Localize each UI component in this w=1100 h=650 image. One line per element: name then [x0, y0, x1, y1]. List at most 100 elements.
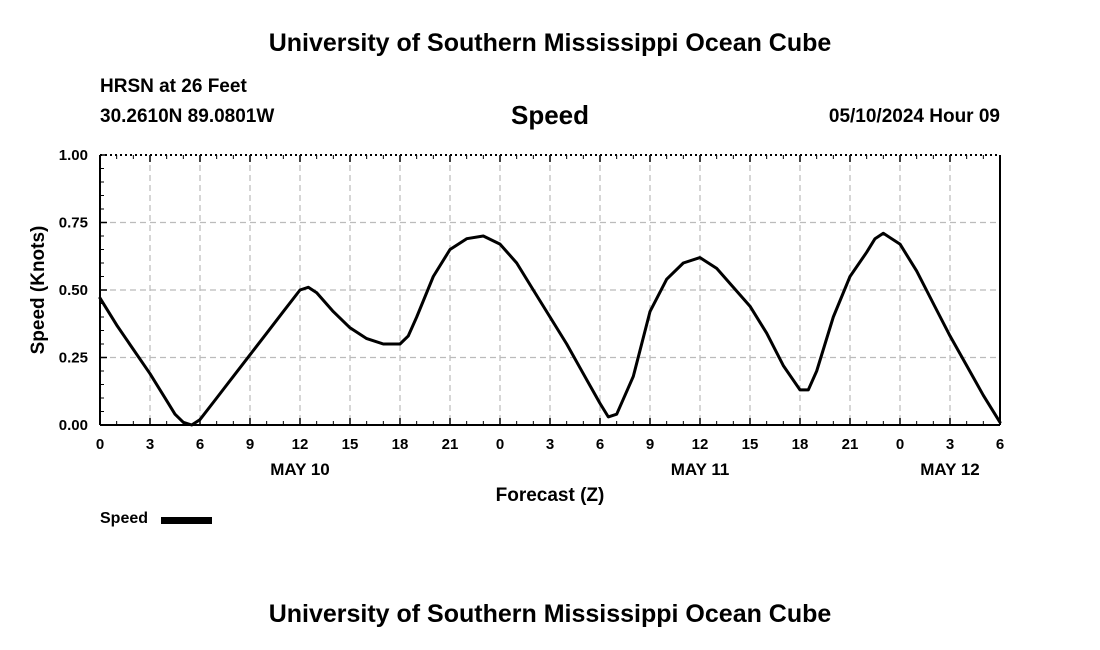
x-tick-label: 3 [946, 436, 954, 453]
legend-swatch [161, 517, 212, 524]
x-tick-label: 6 [596, 436, 604, 453]
speed-data-point [532, 288, 535, 292]
speed-data-point [407, 334, 410, 338]
speed-data-point [265, 332, 268, 335]
speed-data-point [698, 256, 702, 259]
x-tick-label: 3 [146, 436, 154, 453]
legend-label: Speed [100, 510, 149, 527]
page-title-bottom: University of Southern Mississippi Ocean… [268, 600, 832, 628]
x-tick-label: 6 [996, 436, 1004, 453]
speed-data-point [948, 334, 952, 338]
speed-data-point [932, 302, 935, 305]
speed-data-point [565, 342, 568, 346]
speed-data-point [665, 278, 668, 281]
speed-data-point [215, 396, 218, 400]
y-tick-label: 0.00 [59, 417, 88, 434]
speed-data-point [398, 342, 402, 346]
speed-data-point [815, 369, 818, 373]
location-label: 30.2610N 89.0801W [100, 106, 275, 127]
speed-data-point [865, 251, 868, 254]
speed-data-point [615, 413, 618, 416]
speed-data-point [182, 421, 185, 424]
page-title-top: University of Southern Mississippi Ocean… [268, 29, 832, 57]
speed-data-point [315, 291, 318, 294]
speed-data-point [432, 275, 435, 278]
speed-data-point [248, 353, 252, 356]
y-tick-label: 1.00 [59, 147, 88, 164]
speed-data-point [282, 310, 285, 313]
chart-title: Speed [510, 100, 590, 130]
speed-data-point [515, 261, 518, 265]
speed-data-point [798, 388, 802, 392]
speed-data-point [148, 372, 152, 375]
speed-data-point [873, 237, 877, 240]
speed-data-point [782, 364, 785, 367]
speed-data-point [482, 234, 485, 238]
speed-data-point [332, 310, 335, 313]
speed-data-point [465, 237, 468, 240]
x-tick-label: 0 [496, 436, 504, 453]
speed-data-point [298, 288, 302, 292]
speed-data-point [498, 242, 502, 246]
x-tick-label: 21 [442, 436, 459, 453]
speed-data-point [982, 394, 985, 397]
speed-data-point [98, 296, 102, 300]
speed-data-point [307, 286, 310, 289]
station-label: HRSN at 26 Feet [100, 76, 247, 97]
speed-data-point [915, 269, 918, 273]
speed-data-point [198, 418, 202, 421]
speed-data-point [115, 323, 118, 327]
x-tick-label: 12 [692, 436, 709, 453]
speed-data-point [832, 315, 835, 319]
x-tick-label: 9 [246, 436, 254, 453]
speed-data-point [598, 402, 602, 405]
speed-data-point [965, 364, 968, 367]
speed-data-point [548, 315, 552, 319]
speed-data-point [365, 337, 368, 340]
speed-data-point [190, 423, 193, 427]
x-tick-label: 0 [96, 436, 104, 453]
x-axis-label: Forecast (Z) [496, 485, 605, 506]
speed-series-line [98, 231, 1002, 427]
y-tick-label: 0.25 [59, 350, 88, 367]
speed-data-point [165, 399, 168, 402]
y-tick-label: 0.75 [59, 215, 88, 232]
y-tick-label: 0.50 [59, 282, 88, 299]
speed-data-point [732, 286, 735, 289]
speed-data-point [582, 372, 585, 375]
speed-data-point [607, 415, 610, 419]
speed-data-point [682, 261, 685, 265]
timestamp-label: 05/10/2024 Hour 09 [828, 106, 1000, 127]
x-tick-label: 15 [742, 436, 759, 453]
day-label: MAY 10 [270, 460, 330, 479]
x-tick-label: 12 [292, 436, 309, 453]
x-tick-label: 18 [792, 436, 809, 453]
speed-data-point [998, 421, 1002, 424]
x-tick-label: 6 [196, 436, 204, 453]
x-tick-label: 9 [646, 436, 654, 453]
y-axis-label: Speed (Knots) [28, 226, 49, 355]
speed-data-point [415, 315, 418, 319]
speed-data-point [132, 348, 135, 351]
day-label: MAY 12 [920, 460, 980, 479]
x-tick-label: 0 [896, 436, 904, 453]
speed-data-point [748, 305, 752, 308]
x-tick-label: 21 [842, 436, 859, 453]
speed-data-point [448, 248, 452, 251]
speed-data-point [848, 275, 852, 278]
speed-data-point [648, 310, 652, 313]
day-label: MAY 11 [671, 460, 730, 479]
speed-data-point [765, 332, 768, 335]
speed-data-point [715, 267, 718, 270]
speed-data-point [348, 326, 352, 329]
speed-data-point [898, 242, 902, 246]
speed-data-point [807, 388, 810, 392]
speed-data-point [173, 413, 177, 416]
x-tick-label: 3 [546, 436, 554, 453]
speed-data-point [882, 232, 885, 235]
x-tick-label: 15 [342, 436, 359, 453]
speed-data-point [232, 375, 235, 378]
speed-data-point [382, 342, 385, 346]
speed-data-point [632, 375, 635, 378]
